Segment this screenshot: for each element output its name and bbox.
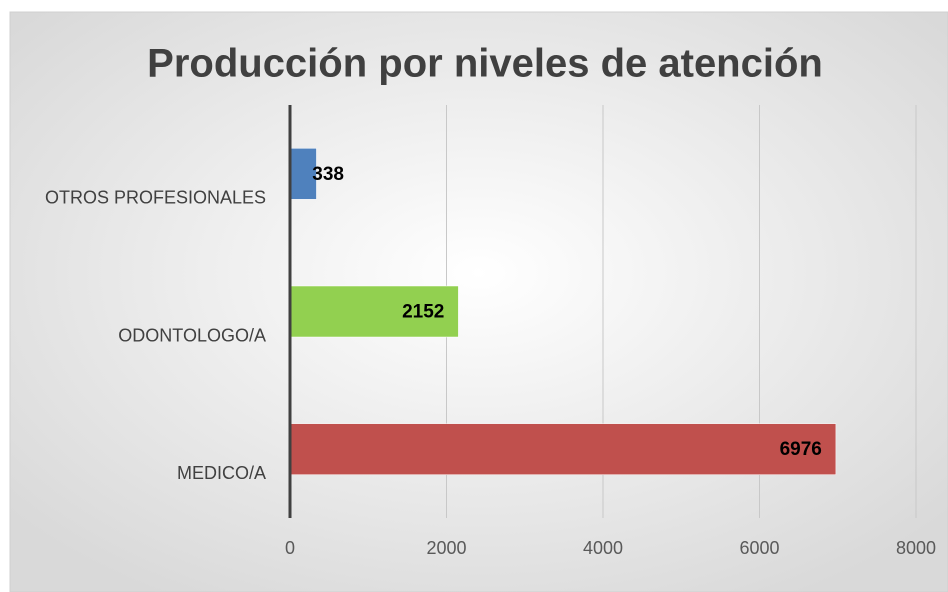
bar bbox=[289, 148, 317, 200]
x-tick-label: 6000 bbox=[739, 538, 779, 558]
x-tick-label: 2000 bbox=[426, 538, 466, 558]
chart-title: Producción por niveles de atención bbox=[147, 42, 823, 86]
data-label: 338 bbox=[312, 164, 344, 185]
x-tick-label: 0 bbox=[285, 538, 295, 558]
y-tick-label: OTROS PROFESIONALES bbox=[45, 188, 266, 208]
x-tick-label: 4000 bbox=[583, 538, 623, 558]
x-tick-label: 8000 bbox=[896, 538, 936, 558]
y-tick-label: MEDICO/A bbox=[177, 463, 266, 483]
y-tick-label: ODONTOLOGO/A bbox=[118, 325, 266, 345]
data-label: 6976 bbox=[780, 439, 822, 460]
chart-background bbox=[9, 11, 948, 592]
data-label: 2152 bbox=[402, 302, 444, 323]
bar bbox=[289, 285, 459, 338]
bar bbox=[289, 423, 837, 475]
